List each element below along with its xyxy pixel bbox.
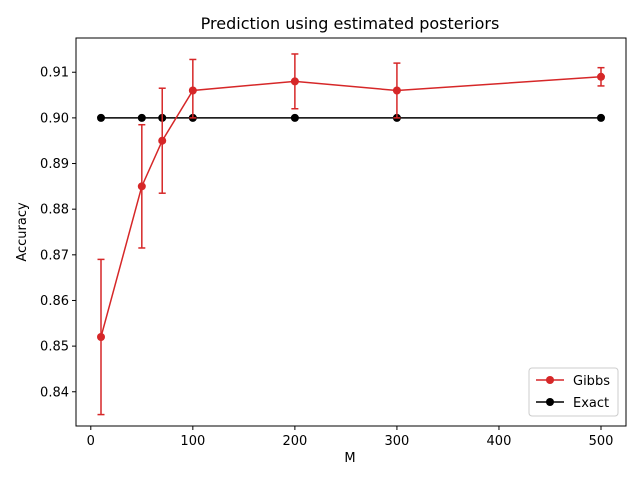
gibbs-line	[100, 76, 602, 338]
x-tick-label: 500	[589, 434, 614, 449]
y-tick-label: 0.85	[40, 340, 69, 355]
gibbs-point	[290, 77, 299, 86]
y-tick-label: 0.84	[40, 385, 69, 400]
x-tick-label: 300	[385, 434, 410, 449]
legend-exact-label: Exact	[573, 396, 609, 411]
exact-point	[137, 113, 146, 122]
gibbs-point	[392, 86, 401, 95]
exact-point	[597, 113, 605, 122]
y-tick-label: 0.89	[40, 157, 69, 172]
y-tick-label: 0.91	[40, 66, 69, 81]
plot-frame	[75, 37, 627, 427]
y-tick-label: 0.87	[40, 248, 69, 263]
series-gibbs	[97, 53, 605, 416]
chart-title: Prediction using estimated posteriors	[201, 14, 500, 33]
legend: Gibbs Exact	[528, 367, 619, 417]
x-axis-label: M	[344, 451, 355, 466]
y-tick-label: 0.88	[40, 203, 69, 218]
gibbs-point	[188, 86, 197, 95]
x-axis: 0 100 200 300 400 500	[87, 426, 614, 449]
x-tick-label: 200	[282, 434, 307, 449]
x-tick-label: 0	[87, 434, 95, 449]
x-tick-label: 400	[487, 434, 512, 449]
series-exact	[97, 113, 605, 122]
exact-point	[290, 113, 299, 122]
legend-exact-marker	[546, 398, 554, 406]
gibbs-point	[137, 182, 146, 191]
gibbs-point	[158, 136, 167, 145]
y-tick-label: 0.90	[40, 111, 69, 126]
plot-area	[97, 53, 605, 416]
legend-gibbs-marker	[546, 376, 554, 384]
exact-point	[97, 113, 105, 122]
gibbs-point	[97, 332, 105, 341]
legend-gibbs-label: Gibbs	[573, 374, 610, 389]
y-axis-label: Accuracy	[15, 202, 30, 262]
y-axis: 0.84 0.85 0.86 0.87 0.88 0.89 0.90 0.91	[40, 66, 76, 400]
x-tick-label: 100	[180, 434, 205, 449]
gibbs-point	[597, 72, 605, 81]
y-tick-label: 0.86	[40, 294, 69, 309]
